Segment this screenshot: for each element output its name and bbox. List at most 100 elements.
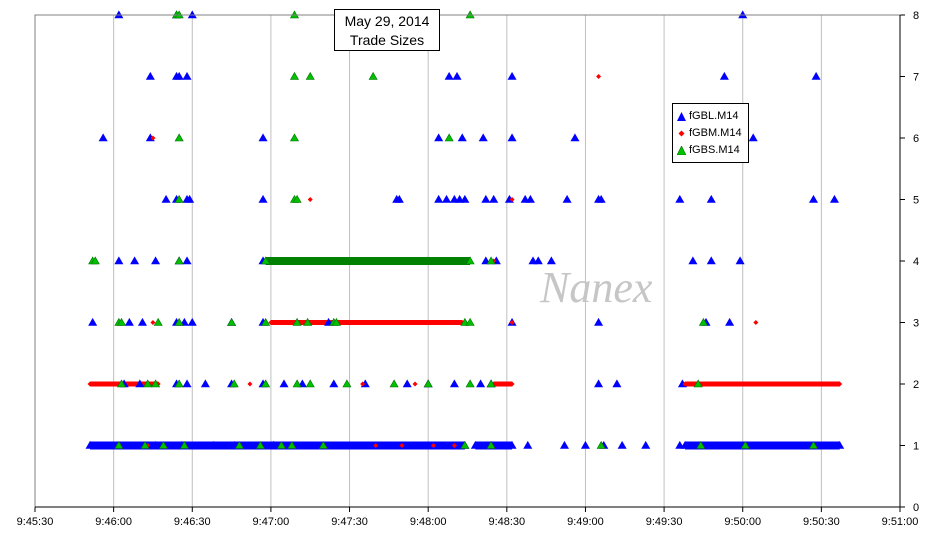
data-point-fgbs-m14 — [331, 317, 341, 326]
data-point-fgbl-m14 — [151, 440, 161, 449]
data-point-fgbl-m14 — [829, 194, 839, 203]
data-point-fgbs-m14 — [151, 379, 161, 388]
data-run-fgbl-m14 — [685, 441, 840, 450]
data-point-fgbm-m14 — [357, 320, 363, 325]
data-point-fgbs-m14 — [696, 440, 706, 449]
data-point-fgbl-m14 — [594, 317, 604, 326]
legend-label: fGBM.M14 — [689, 127, 742, 139]
data-point-fgbs-m14 — [179, 440, 189, 449]
data-point-fgbl-m14 — [470, 440, 480, 449]
data-point-fgbl-m14 — [137, 317, 147, 326]
data-run-fgbs-m14 — [265, 257, 471, 265]
data-point-fgbl-m14 — [617, 440, 627, 449]
data-point-fgbl-m14 — [269, 440, 279, 449]
data-point-fgbl-m14 — [748, 133, 758, 142]
legend-item-fgbs: fGBS.M14 — [676, 142, 740, 158]
data-point-fgbl-m14 — [507, 133, 517, 142]
y-tick-label: 0 — [913, 502, 919, 514]
data-point-fgbl-m14 — [580, 440, 590, 449]
x-tick-label: 9:51:00 — [882, 516, 919, 528]
x-tick-label: 9:49:30 — [646, 516, 683, 528]
data-point-fgbl-m14 — [88, 317, 98, 326]
data-point-fgbl-m14 — [98, 133, 108, 142]
data-point-fgbl-m14 — [507, 440, 517, 449]
data-point-fgbl-m14 — [187, 317, 197, 326]
data-point-fgbl-m14 — [533, 256, 543, 265]
y-tick-label: 7 — [913, 72, 919, 84]
data-point-fgbs-m14 — [140, 440, 150, 449]
legend-item-fgbm: fGBM.M14 — [677, 125, 742, 141]
data-point-fgbl-m14 — [457, 133, 467, 142]
x-tick-label: 9:50:30 — [803, 516, 840, 528]
data-point-fgbm-m14 — [150, 135, 156, 141]
data-point-fgbl-m14 — [489, 194, 499, 203]
data-point-fgbs-m14 — [486, 256, 496, 265]
data-point-fgbl-m14 — [570, 133, 580, 142]
data-point-fgbm-m14 — [150, 320, 156, 325]
data-point-fgbm-m14 — [509, 381, 515, 387]
data-point-fgbl-m14 — [811, 71, 821, 80]
data-point-fgbm-m14 — [430, 443, 436, 448]
data-point-fgbl-m14 — [394, 194, 404, 203]
green-triangle-icon — [676, 144, 687, 155]
data-point-fgbs-m14 — [174, 256, 184, 265]
data-point-fgbs-m14 — [389, 379, 399, 388]
data-point-fgbs-m14 — [465, 379, 475, 388]
data-point-fgbm-m14 — [373, 443, 379, 448]
data-point-fgbs-m14 — [261, 379, 271, 388]
data-point-fgbl-m14 — [442, 194, 452, 203]
data-point-fgbs-m14 — [305, 71, 315, 80]
data-point-fgbl-m14 — [161, 194, 171, 203]
data-point-fgbl-m14 — [688, 256, 698, 265]
data-point-fgbl-m14 — [258, 133, 268, 142]
data-point-fgbl-m14 — [481, 194, 491, 203]
data-point-fgbs-m14 — [229, 379, 239, 388]
y-tick-label: 4 — [913, 256, 919, 268]
data-point-fgbm-m14 — [451, 443, 457, 448]
data-point-fgbs-m14 — [596, 440, 606, 449]
data-point-fgbs-m14 — [116, 317, 127, 326]
data-point-fgbs-m14 — [174, 194, 184, 203]
data-point-fgbs-m14 — [698, 317, 708, 326]
data-point-fgbs-m14 — [368, 71, 378, 80]
data-point-fgbm-m14 — [509, 320, 515, 325]
data-point-fgbs-m14 — [255, 440, 265, 449]
x-tick-label: 9:46:00 — [95, 516, 132, 528]
data-point-fgbm-m14 — [451, 320, 457, 325]
data-point-fgbl-m14 — [182, 379, 192, 388]
data-point-fgbs-m14 — [143, 379, 153, 388]
data-point-fgbs-m14 — [261, 256, 271, 265]
data-point-fgbs-m14 — [318, 440, 328, 449]
data-point-fgbl-m14 — [185, 194, 195, 203]
data-point-fgbs-m14 — [342, 379, 352, 388]
data-point-fgbs-m14 — [740, 440, 750, 449]
data-point-fgbl-m14 — [208, 440, 218, 449]
watermark: Nanex — [540, 263, 653, 312]
chart-subtitle: Trade Sizes — [349, 32, 425, 48]
y-tick-label: 8 — [913, 10, 919, 22]
data-point-fgbl-m14 — [719, 71, 729, 80]
data-point-fgbl-m14 — [559, 440, 570, 449]
data-point-fgbl-m14 — [525, 194, 535, 203]
x-tick-label: 9:48:30 — [488, 516, 525, 528]
x-tick-label: 9:49:00 — [567, 516, 604, 528]
data-point-fgbl-m14 — [130, 256, 140, 265]
data-point-fgbl-m14 — [151, 256, 161, 265]
data-point-fgbl-m14 — [478, 133, 488, 142]
data-point-fgbl-m14 — [835, 440, 845, 449]
data-point-fgbl-m14 — [279, 379, 289, 388]
data-point-fgbl-m14 — [452, 71, 462, 80]
data-point-fgbl-m14 — [562, 194, 572, 203]
data-point-fgbs-m14 — [114, 440, 124, 449]
data-point-fgbs-m14 — [693, 379, 703, 388]
data-point-fgbl-m14 — [612, 379, 622, 388]
data-point-fgbl-m14 — [444, 71, 454, 80]
data-point-fgbl-m14 — [85, 440, 95, 449]
data-point-fgbs-m14 — [465, 256, 475, 265]
legend-item-fgbl: fGBL.M14 — [677, 108, 739, 124]
data-point-fgbm-m14 — [268, 320, 274, 325]
data-point-fgbl-m14 — [460, 194, 470, 203]
data-point-fgbs-m14 — [227, 317, 237, 326]
data-point-fgbm-m14 — [247, 381, 253, 387]
data-point-fgbl-m14 — [145, 71, 155, 80]
